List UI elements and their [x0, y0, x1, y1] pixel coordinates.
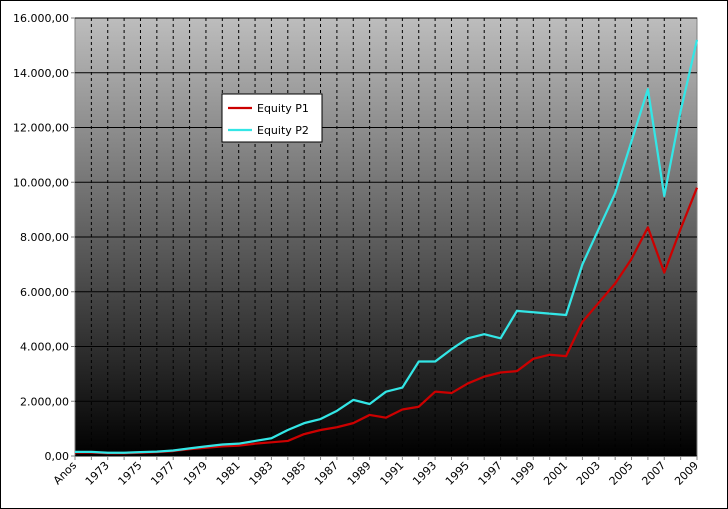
y-tick-label: 14.000,00	[13, 67, 69, 80]
y-tick-label: 0,00	[45, 450, 70, 463]
y-tick-label: 6.000,00	[20, 286, 69, 299]
y-tick-label: 16.000,00	[13, 12, 69, 25]
legend	[221, 93, 323, 143]
legend-label: Equity P1	[257, 102, 309, 115]
series-line	[75, 39, 699, 454]
y-tick-label: 10.000,00	[13, 176, 69, 189]
y-tick-label: 2.000,00	[20, 395, 69, 408]
legend-label: Equity P2	[257, 124, 309, 137]
y-tick-label: 8.000,00	[20, 231, 69, 244]
y-tick-label: 4.000,00	[20, 341, 69, 354]
y-tick-label: 12.000,00	[13, 122, 69, 135]
